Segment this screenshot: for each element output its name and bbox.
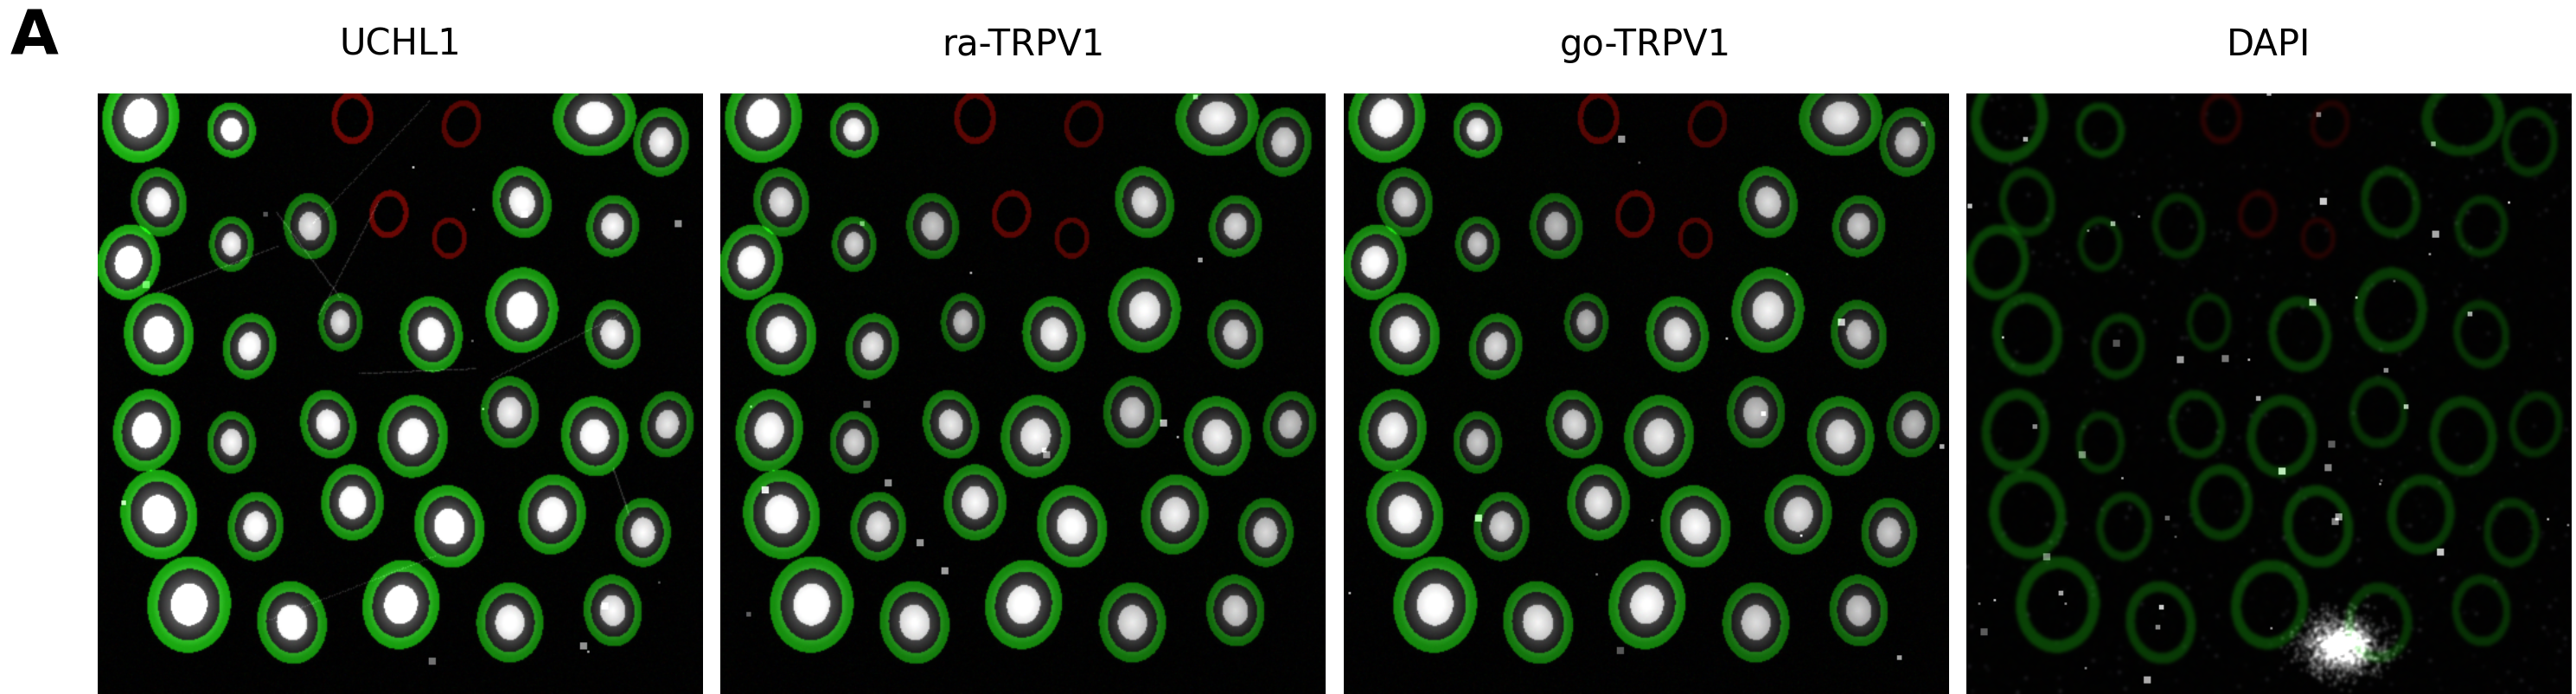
Text: UCHL1: UCHL1 bbox=[340, 27, 461, 63]
Text: ra-TRPV1: ra-TRPV1 bbox=[943, 27, 1105, 63]
Text: A: A bbox=[10, 8, 59, 67]
Text: go-TRPV1: go-TRPV1 bbox=[1561, 27, 1731, 63]
Text: DAPI: DAPI bbox=[2226, 27, 2311, 63]
